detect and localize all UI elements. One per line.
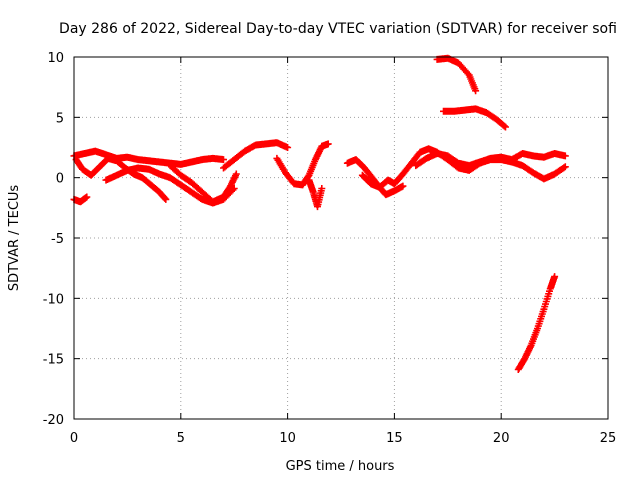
scatter-markers (220, 139, 292, 172)
series-track-j (358, 145, 569, 191)
series-track-m (440, 105, 509, 131)
y-tick-label: -10 (43, 292, 64, 307)
y-tick-label: 10 (47, 51, 64, 66)
x-tick-label: 15 (386, 431, 403, 446)
series-track-h (305, 176, 326, 211)
y-tick-label: 0 (56, 172, 64, 187)
x-tick-label: 5 (177, 431, 185, 446)
series-track-k (412, 150, 569, 170)
scatter-markers (433, 54, 480, 95)
scatter-markers (70, 147, 227, 168)
scatter-markers (273, 140, 332, 189)
scatter-markers (166, 162, 240, 206)
scatter-markers (412, 150, 569, 170)
y-tick-label: -20 (43, 413, 64, 428)
y-tick-label: -15 (43, 353, 64, 368)
y-tick-label: -5 (51, 232, 64, 247)
scatter-markers (70, 193, 91, 206)
x-tick-label: 20 (493, 431, 510, 446)
y-tick-label: 5 (56, 111, 64, 126)
x-tick-label: 25 (600, 431, 617, 446)
tick-labels: 0 5 10 15 20 25 -20 -15 -10 -5 0 5 10 (43, 51, 617, 446)
series-track-c (70, 193, 91, 206)
scatter-markers (305, 176, 326, 211)
scatter-markers (514, 273, 559, 373)
series-track-e (166, 162, 240, 206)
data-points (70, 54, 569, 373)
scatter-markers (358, 145, 569, 191)
series-track-l (433, 54, 480, 95)
series-track-f (220, 139, 292, 172)
chart-title: Day 286 of 2022, Sidereal Day-to-day VTE… (59, 21, 617, 37)
series-track-a (70, 147, 227, 168)
x-tick-label: 0 (70, 431, 78, 446)
grid-lines (74, 57, 608, 419)
x-tick-label: 10 (279, 431, 296, 446)
scatter-markers (440, 105, 509, 131)
y-axis-label: SDTVAR / TECUs (7, 185, 22, 292)
x-axis-label: GPS time / hours (286, 459, 395, 474)
series-track-g (273, 140, 332, 189)
axis-ticks (73, 56, 609, 420)
series-track-n (514, 273, 559, 373)
